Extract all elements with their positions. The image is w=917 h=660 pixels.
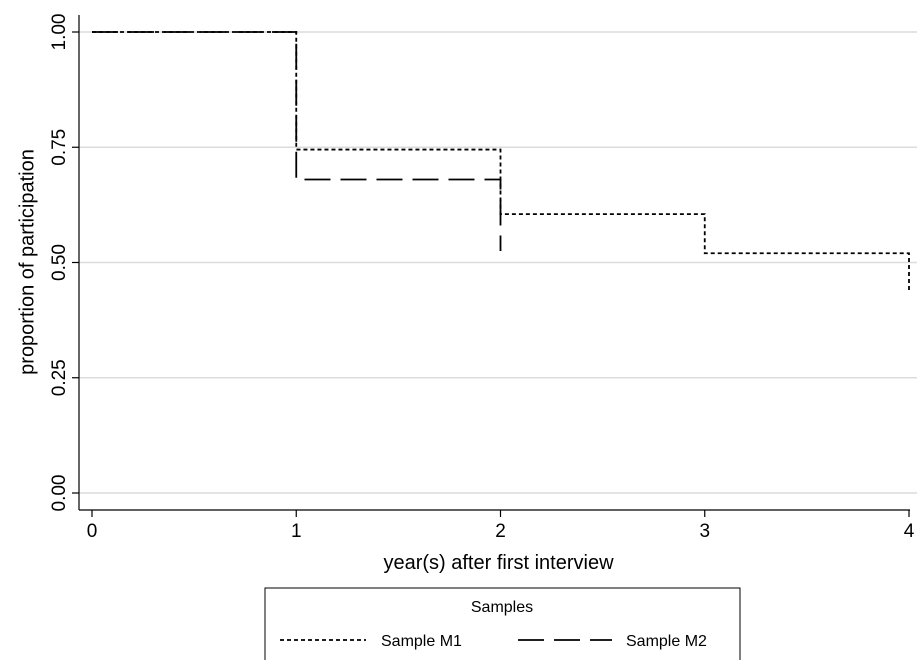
legend-title: Samples: [471, 599, 533, 616]
gridlines: [79, 31, 917, 494]
y-tick-label-1: 0.25: [49, 359, 70, 396]
y-tick-label-4: 1.00: [49, 14, 70, 51]
series-lines: [92, 31, 910, 293]
series-line-1: [92, 31, 910, 293]
x-tick-label-1: 1: [291, 521, 302, 542]
x-axis-title: year(s) after first interview: [383, 552, 614, 574]
legend-label-sample-m2: Sample M2: [626, 633, 707, 650]
x-tick-label-0: 0: [87, 521, 98, 542]
y-tick-label-3: 0.75: [49, 129, 70, 166]
series-line-2: [92, 31, 502, 251]
x-tick-label-2: 2: [495, 521, 506, 542]
legend: Samples Sample M1 Sample M2: [264, 587, 741, 660]
y-tick-label-2: 0.50: [49, 244, 70, 281]
axes: 0.00 0.25 0.50 0.75 1.00 0 1 2 3 4: [49, 14, 915, 542]
legend-box: [264, 587, 741, 660]
y-tick-label-0: 0.00: [49, 475, 70, 512]
y-axis-title: proportion of participation: [16, 149, 38, 375]
x-tick-label-4: 4: [904, 521, 915, 542]
legend-label-sample-m1: Sample M1: [381, 633, 462, 650]
x-tick-label-3: 3: [699, 521, 710, 542]
